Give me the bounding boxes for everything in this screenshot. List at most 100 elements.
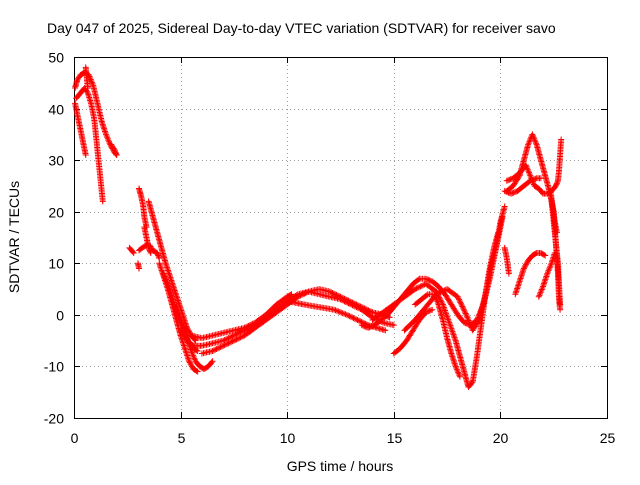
data-point <box>155 253 162 260</box>
data-point <box>349 302 356 309</box>
series-arc-b <box>73 84 106 205</box>
data-point <box>344 299 351 306</box>
data-point <box>424 276 431 283</box>
data-point <box>224 340 231 347</box>
data-point <box>365 324 372 331</box>
data-point <box>212 346 219 353</box>
data-point <box>113 150 120 157</box>
data-point <box>154 249 161 256</box>
data-point <box>161 273 168 280</box>
data-point <box>351 315 358 322</box>
data-point <box>450 331 457 338</box>
data-point <box>112 148 119 155</box>
data-point <box>423 292 430 299</box>
data-point <box>447 322 454 329</box>
series-arc-v <box>390 306 436 357</box>
data-point <box>546 266 553 273</box>
data-point <box>221 342 228 349</box>
data-point <box>537 175 544 182</box>
data-point <box>174 310 181 317</box>
data-point <box>104 134 111 141</box>
data-point <box>382 327 389 334</box>
series-arc-c <box>72 100 89 158</box>
data-point <box>455 295 462 302</box>
x-axis-tick-labels: 0 5 10 15 20 25 <box>71 430 616 446</box>
data-point <box>525 140 532 147</box>
data-point <box>531 135 538 142</box>
data-point <box>232 336 239 343</box>
data-point <box>362 323 369 330</box>
data-point <box>541 251 548 258</box>
data-point <box>345 312 352 319</box>
data-point <box>529 176 536 183</box>
data-point <box>343 311 350 318</box>
data-point <box>208 359 215 366</box>
data-point <box>557 301 564 308</box>
data-point <box>217 344 224 351</box>
data-point <box>246 322 253 329</box>
data-point <box>173 305 180 312</box>
data-point <box>347 313 354 320</box>
data-point <box>459 303 466 310</box>
data-point <box>104 135 111 142</box>
data-point <box>174 308 181 315</box>
grid <box>74 57 607 418</box>
data-point <box>440 288 447 295</box>
data-point <box>191 356 198 363</box>
data-point <box>455 370 462 377</box>
data-point <box>356 305 363 312</box>
data-point <box>338 309 345 316</box>
data-point <box>177 316 184 323</box>
data-point <box>523 260 530 267</box>
data-point <box>193 367 200 374</box>
data-point <box>154 251 161 258</box>
data-point <box>424 308 431 315</box>
data-point <box>458 302 465 309</box>
data-point <box>465 316 472 323</box>
series-arc-d <box>82 64 91 91</box>
data-point <box>452 336 459 343</box>
data-point <box>228 338 235 345</box>
data-point <box>173 307 180 314</box>
data-point <box>511 189 518 196</box>
data-point <box>228 333 235 340</box>
series-arc-ab <box>501 244 512 277</box>
data-point <box>446 321 453 328</box>
data-point <box>186 358 193 365</box>
data-point <box>418 282 425 289</box>
data-point <box>350 302 357 309</box>
data-point <box>111 146 118 153</box>
data-point <box>545 267 552 274</box>
data-point <box>189 350 196 357</box>
data-point <box>524 165 531 172</box>
data-point <box>536 290 543 297</box>
data-point <box>437 289 444 296</box>
data-point <box>129 248 136 255</box>
data-point <box>463 311 470 318</box>
data-point <box>99 198 106 205</box>
data-point <box>336 308 343 315</box>
data-point <box>538 286 545 293</box>
data-point <box>360 322 367 329</box>
x-tick-label: 25 <box>600 430 616 446</box>
data-point <box>338 297 345 304</box>
data-point <box>448 325 455 332</box>
data-point <box>529 132 536 139</box>
data-point <box>331 306 338 313</box>
data-point <box>241 324 248 331</box>
data-point <box>249 320 256 327</box>
data-point <box>529 131 536 138</box>
series-arc-k <box>145 198 199 344</box>
data-point <box>222 341 229 348</box>
data-point <box>413 285 420 292</box>
data-point <box>532 138 539 145</box>
data-point <box>177 317 184 324</box>
series-arc-s <box>288 298 389 334</box>
data-point <box>226 334 233 341</box>
data-point <box>526 138 533 145</box>
data-point <box>425 308 432 315</box>
series-arc-f <box>126 244 137 256</box>
data-point <box>155 252 162 259</box>
data-point <box>412 286 419 293</box>
data-point <box>531 137 538 144</box>
